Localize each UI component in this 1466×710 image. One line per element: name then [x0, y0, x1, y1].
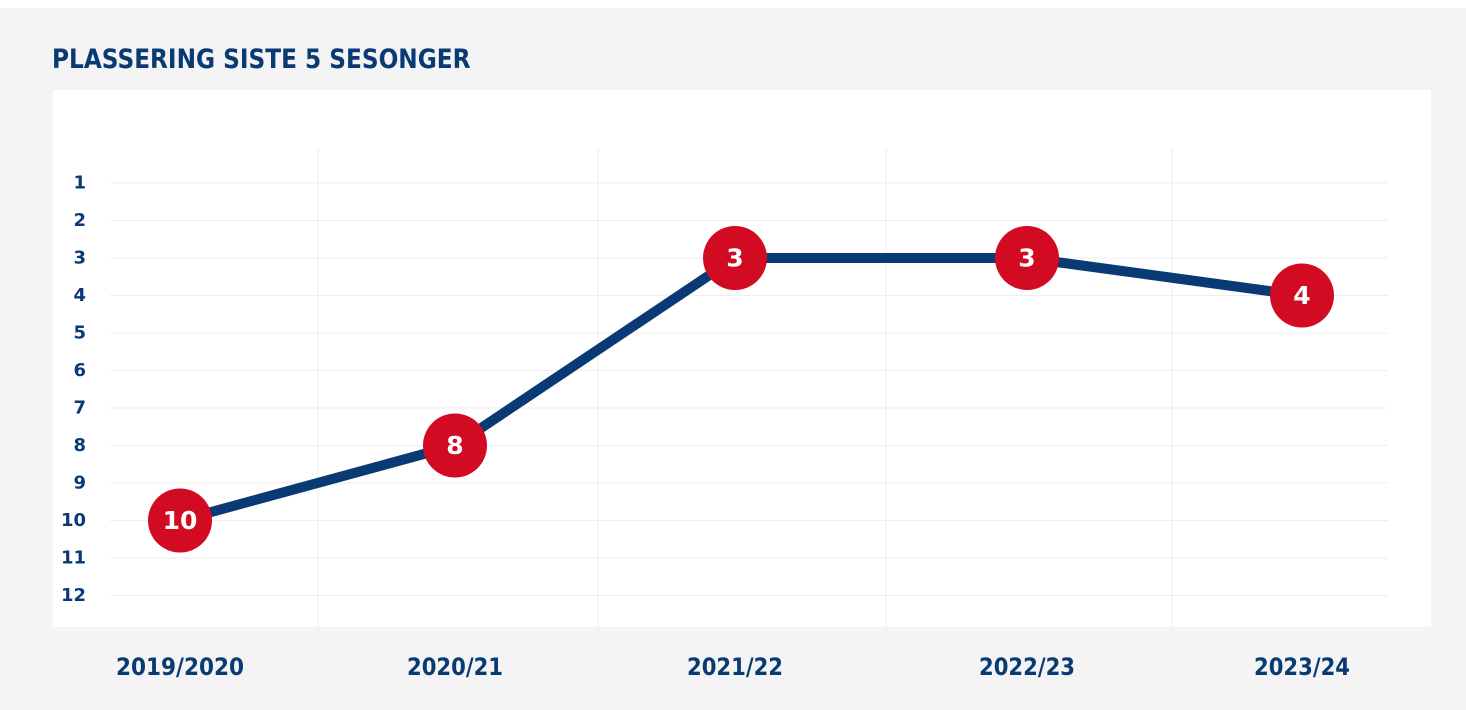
y-tick-label: 8	[73, 435, 86, 456]
x-tick-label: 2023/24	[1254, 653, 1350, 681]
data-label: 3	[1018, 244, 1035, 273]
data-label: 8	[446, 431, 463, 460]
data-point	[995, 226, 1059, 290]
y-tick-label: 2	[73, 210, 86, 231]
data-label: 10	[163, 506, 198, 535]
plot-panel	[53, 90, 1431, 627]
x-tick-label: 2021/22	[687, 653, 783, 681]
y-tick-label: 12	[61, 585, 86, 606]
x-tick-label: 2019/2020	[116, 653, 244, 681]
data-point	[1270, 263, 1334, 328]
series-line	[175, 253, 1307, 526]
y-tick-label: 11	[61, 548, 86, 569]
data-label: 4	[1293, 281, 1310, 310]
y-tick-label: 4	[73, 285, 86, 306]
y-tick-label: 1	[73, 173, 86, 194]
y-tick-label: 7	[73, 398, 86, 419]
x-tick-label: 2022/23	[979, 653, 1075, 681]
data-label: 3	[726, 244, 743, 273]
chart-title: PLASSERING SISTE 5 SESONGER	[52, 44, 471, 75]
data-point	[148, 488, 212, 553]
y-tick-label: 6	[73, 360, 86, 381]
y-tick-label: 5	[73, 323, 86, 344]
y-tick-label: 10	[61, 510, 86, 531]
data-point	[423, 413, 487, 478]
x-tick-label: 2020/21	[407, 653, 503, 681]
y-tick-label: 3	[73, 248, 86, 269]
y-tick-label: 9	[73, 473, 86, 494]
data-point	[703, 226, 767, 290]
